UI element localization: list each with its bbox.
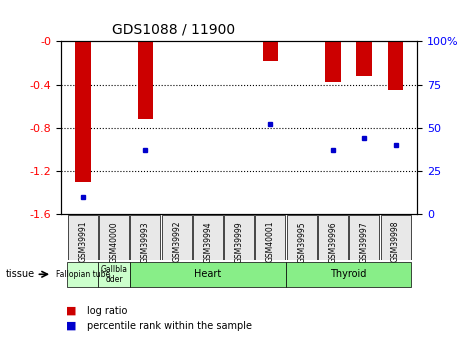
Text: GSM39998: GSM39998	[391, 221, 400, 263]
Bar	[388, 41, 403, 90]
FancyBboxPatch shape	[349, 215, 379, 259]
Bar	[356, 41, 372, 76]
Text: log ratio: log ratio	[87, 306, 127, 315]
FancyBboxPatch shape	[193, 215, 223, 259]
FancyBboxPatch shape	[224, 215, 254, 259]
Text: Heart: Heart	[194, 269, 221, 279]
Bar	[75, 41, 91, 181]
Text: GSM39991: GSM39991	[78, 221, 87, 263]
FancyBboxPatch shape	[130, 262, 286, 287]
Text: ■: ■	[66, 321, 76, 331]
Text: GSM39994: GSM39994	[204, 221, 212, 263]
Text: GDS1088 / 11900: GDS1088 / 11900	[112, 22, 235, 37]
FancyBboxPatch shape	[99, 215, 129, 259]
FancyBboxPatch shape	[68, 215, 98, 259]
FancyBboxPatch shape	[380, 215, 410, 259]
Bar	[325, 41, 341, 82]
Text: GSM40000: GSM40000	[110, 221, 119, 263]
Text: tissue: tissue	[6, 269, 35, 279]
FancyBboxPatch shape	[130, 215, 160, 259]
Bar	[137, 41, 153, 119]
FancyBboxPatch shape	[318, 215, 348, 259]
Text: GSM39992: GSM39992	[172, 221, 181, 263]
FancyBboxPatch shape	[98, 262, 130, 287]
Text: Gallbla
dder: Gallbla dder	[101, 265, 128, 284]
Bar	[263, 41, 278, 61]
Text: GSM39995: GSM39995	[297, 221, 306, 263]
FancyBboxPatch shape	[287, 215, 317, 259]
Text: GSM39997: GSM39997	[360, 221, 369, 263]
Text: GSM40001: GSM40001	[266, 221, 275, 263]
Text: Fallopian tube: Fallopian tube	[56, 270, 110, 279]
FancyBboxPatch shape	[67, 262, 98, 287]
Text: Thyroid: Thyroid	[331, 269, 367, 279]
Text: percentile rank within the sample: percentile rank within the sample	[87, 321, 252, 331]
FancyBboxPatch shape	[256, 215, 286, 259]
Text: GSM39996: GSM39996	[328, 221, 338, 263]
FancyBboxPatch shape	[286, 262, 411, 287]
Text: ■: ■	[66, 306, 76, 315]
Text: GSM39999: GSM39999	[234, 221, 244, 263]
Text: GSM39993: GSM39993	[141, 221, 150, 263]
FancyBboxPatch shape	[162, 215, 192, 259]
